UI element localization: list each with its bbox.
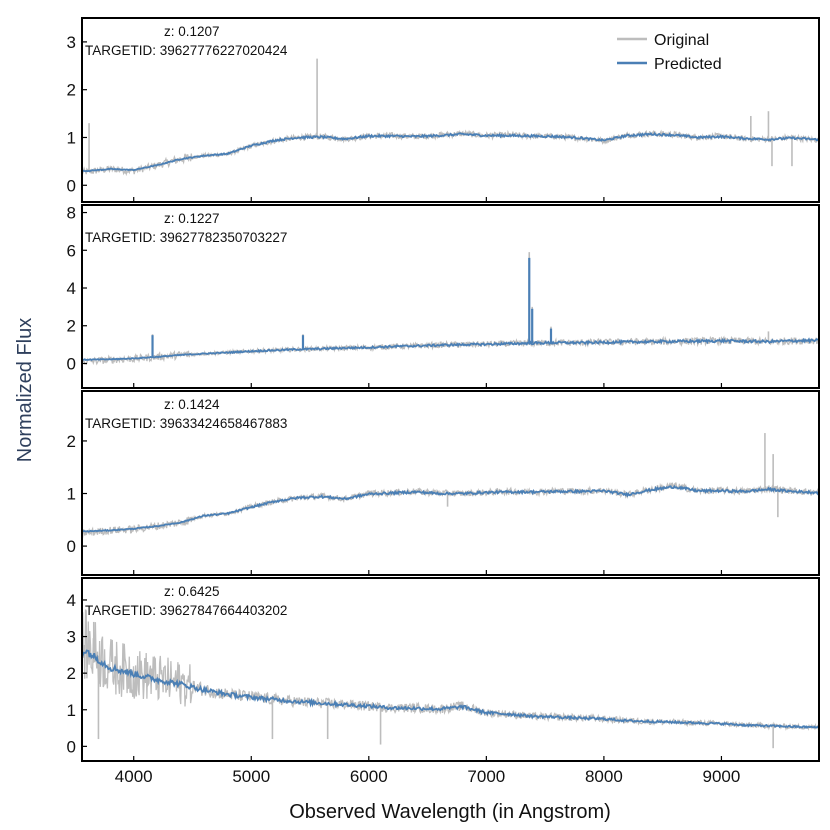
x-tick-label: 9000 [703, 767, 741, 786]
y-tick-label: 3 [67, 33, 76, 52]
plot-area [82, 433, 819, 539]
legend-label-predicted: Predicted [654, 56, 722, 73]
panel-4: 0 1 2 3 4 4000 5000 6000 7000 8000 9000 z: 0.6425 TA… [67, 577, 820, 786]
y-tick-label: 4 [67, 591, 76, 610]
series-original-line [82, 609, 819, 731]
y-tick-label: 0 [67, 737, 76, 756]
x-axis-label: Observed Wavelength (in Angstrom) [289, 801, 611, 823]
panel-frame [81, 577, 820, 762]
panel-frame [81, 204, 820, 389]
y-tick-label: 0 [67, 176, 76, 195]
y-tick-label: 1 [67, 701, 76, 720]
plot-area [82, 252, 819, 366]
x-tick-label: 7000 [467, 767, 505, 786]
redshift-label: z: 0.1424 [164, 397, 220, 412]
x-tick-label: 8000 [585, 767, 623, 786]
series-predicted-line [82, 649, 819, 730]
x-tick-label: 4000 [115, 767, 153, 786]
y-tick-label: 2 [67, 432, 76, 451]
panel-2: 0 2 4 6 8 z: 0.1227 TARGETID: 3962778235070322… [67, 204, 820, 389]
y-tick-label: 6 [67, 241, 76, 260]
targetid-label: TARGETID: 39627847664403202 [85, 603, 287, 618]
y-tick-label: 8 [67, 204, 76, 223]
targetid-label: TARGETID: 39633424658467883 [85, 416, 287, 431]
panel-1: 0 1 2 3 z: 0.1207 TARGETID: 39627776227020424 [67, 17, 820, 203]
series-predicted-line [82, 484, 819, 533]
y-axis-label: Normalized Flux [14, 318, 36, 462]
targetid-label: TARGETID: 39627782350703227 [85, 230, 287, 245]
redshift-label: z: 0.1227 [164, 211, 220, 226]
x-tick-label: 5000 [232, 767, 270, 786]
legend-label-original: Original [654, 32, 709, 49]
plot-area [82, 609, 819, 749]
y-tick-label: 0 [67, 354, 76, 373]
y-tick-label: 2 [67, 317, 76, 336]
y-tick-label: 3 [67, 628, 76, 647]
series-predicted-line [82, 131, 819, 173]
y-tick-label: 1 [67, 485, 76, 504]
series-predicted-line [82, 337, 819, 362]
targetid-label: TARGETID: 39627776227020424 [85, 43, 288, 58]
redshift-label: z: 0.1207 [164, 24, 220, 39]
plot-area [82, 58, 819, 177]
panel-frame [81, 390, 820, 576]
y-tick-label: 2 [67, 81, 76, 100]
redshift-label: z: 0.6425 [164, 584, 220, 599]
x-tick-label: 6000 [350, 767, 388, 786]
panel-frame [81, 17, 820, 203]
y-tick-label: 0 [67, 537, 76, 556]
y-tick-label: 1 [67, 128, 76, 147]
y-tick-label: 4 [67, 279, 76, 298]
y-tick-label: 2 [67, 664, 76, 683]
legend: Original Predicted [617, 32, 722, 73]
panel-3: 0 1 2 z: 0.1424 TARGETID: 39633424658467883 [67, 390, 820, 576]
